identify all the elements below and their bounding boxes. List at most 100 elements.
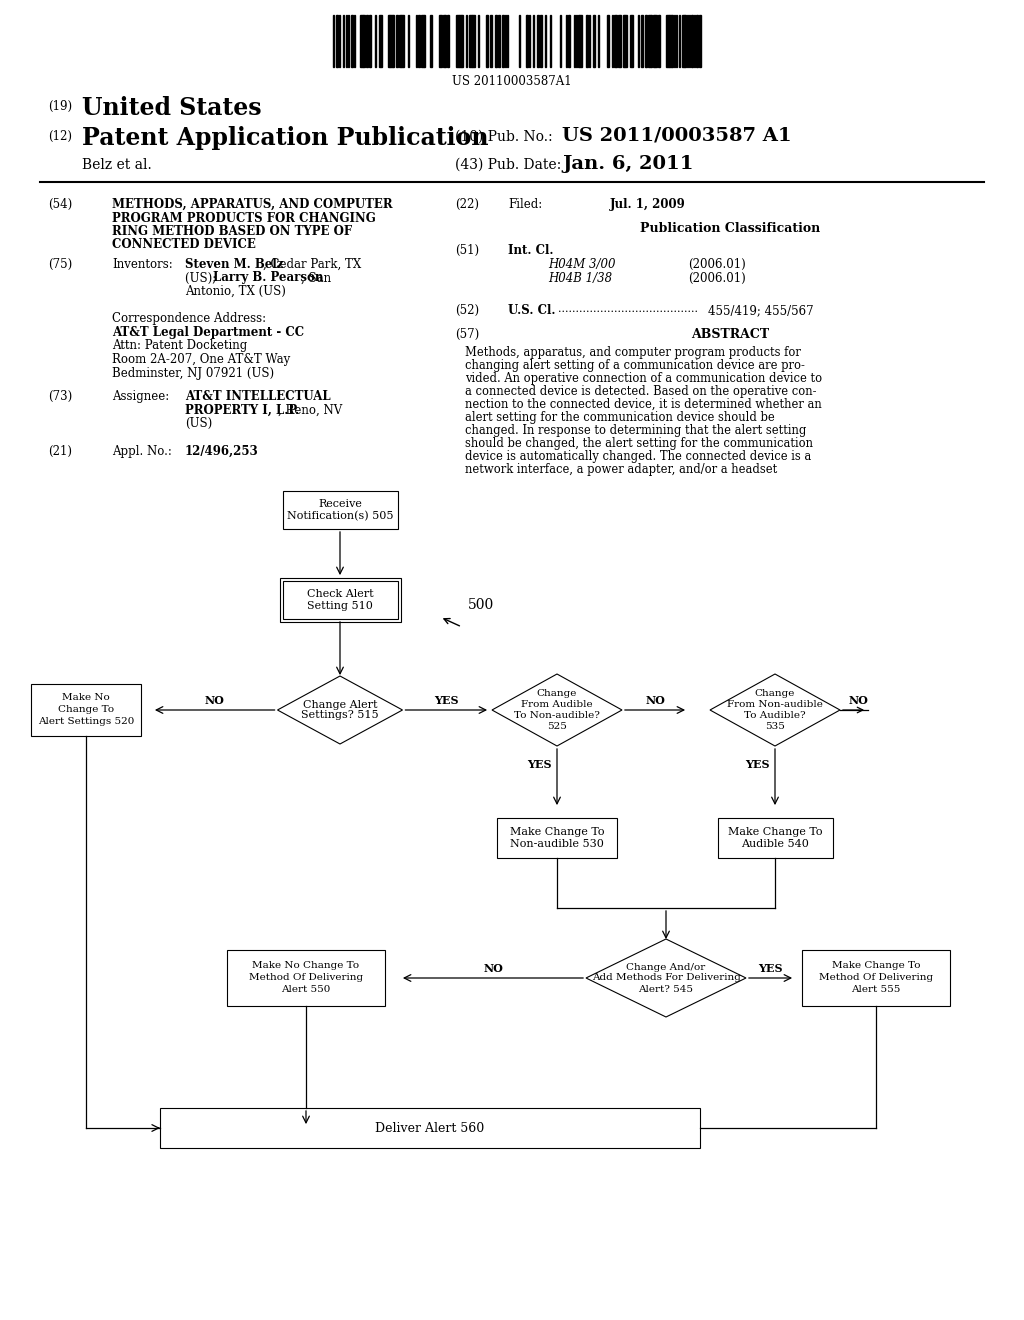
Polygon shape: [586, 939, 746, 1016]
Text: PROPERTY I, L.P.: PROPERTY I, L.P.: [185, 404, 299, 417]
Text: Audible 540: Audible 540: [741, 840, 809, 849]
Text: Make No: Make No: [62, 693, 110, 702]
Text: Settings? 515: Settings? 515: [301, 710, 379, 721]
Bar: [682, 15, 684, 67]
Text: Make No Change To: Make No Change To: [253, 961, 359, 970]
Bar: [283, 581, 397, 619]
Text: Change Alert: Change Alert: [303, 700, 377, 710]
Bar: [607, 15, 609, 67]
Bar: [227, 950, 385, 1006]
Text: (19): (19): [48, 100, 72, 114]
Text: should be changed, the alert setting for the communication: should be changed, the alert setting for…: [465, 437, 813, 450]
Text: US 20110003587A1: US 20110003587A1: [453, 75, 571, 88]
Text: 535: 535: [765, 722, 785, 731]
Text: Change And/or: Change And/or: [627, 962, 706, 972]
Text: device is automatically changed. The connected device is a: device is automatically changed. The con…: [465, 450, 811, 463]
Text: AT&T INTELLECTUAL: AT&T INTELLECTUAL: [185, 389, 331, 403]
Bar: [614, 15, 616, 67]
Text: Alert Settings 520: Alert Settings 520: [38, 718, 134, 726]
Bar: [472, 15, 475, 67]
Text: H04B 1/38: H04B 1/38: [548, 272, 612, 285]
Text: (21): (21): [48, 445, 72, 458]
Text: Make Change To: Make Change To: [510, 828, 604, 837]
Bar: [390, 15, 393, 67]
Bar: [586, 15, 588, 67]
Text: Appl. No.:: Appl. No.:: [112, 445, 172, 458]
Text: (52): (52): [455, 304, 479, 317]
Bar: [469, 15, 472, 67]
Text: Correspondence Address:: Correspondence Address:: [112, 312, 266, 325]
Text: Patent Application Publication: Patent Application Publication: [82, 125, 488, 150]
Bar: [699, 15, 701, 67]
Bar: [418, 15, 420, 67]
Bar: [498, 15, 500, 67]
Text: (US): (US): [185, 417, 212, 430]
Text: From Non-audible: From Non-audible: [727, 700, 823, 709]
Bar: [456, 15, 459, 67]
Text: Steven M. Belz: Steven M. Belz: [185, 257, 284, 271]
Text: Alert? 545: Alert? 545: [639, 985, 693, 994]
Text: Antonio, TX (US): Antonio, TX (US): [185, 285, 286, 298]
Text: US 2011/0003587 A1: US 2011/0003587 A1: [562, 125, 792, 144]
Text: Belz et al.: Belz et al.: [82, 158, 152, 172]
Text: Filed:: Filed:: [508, 198, 543, 211]
Bar: [283, 491, 397, 529]
Text: Receive: Receive: [318, 499, 361, 510]
Text: Setting 510: Setting 510: [307, 601, 373, 611]
Text: To Audible?: To Audible?: [744, 711, 806, 719]
Text: Jul. 1, 2009: Jul. 1, 2009: [610, 198, 686, 211]
Bar: [430, 15, 432, 67]
Bar: [497, 818, 617, 858]
Text: (43) Pub. Date:: (43) Pub. Date:: [455, 158, 561, 172]
Text: U.S. Cl.: U.S. Cl.: [508, 304, 555, 317]
Text: NO: NO: [848, 694, 868, 705]
Bar: [802, 950, 950, 1006]
Bar: [618, 15, 620, 67]
Text: Methods, apparatus, and computer program products for: Methods, apparatus, and computer program…: [465, 346, 801, 359]
Text: Change To: Change To: [58, 705, 114, 714]
Text: (2006.01): (2006.01): [688, 272, 745, 285]
Text: changed. In response to determining that the alert setting: changed. In response to determining that…: [465, 424, 806, 437]
Text: Alert 555: Alert 555: [851, 986, 901, 994]
Text: 455/419; 455/567: 455/419; 455/567: [708, 304, 814, 317]
Text: (US);: (US);: [185, 272, 220, 285]
Text: YES: YES: [758, 962, 782, 974]
Text: (12): (12): [48, 129, 72, 143]
Text: CONNECTED DEVICE: CONNECTED DEVICE: [112, 239, 256, 252]
Text: Attn: Patent Docketing: Attn: Patent Docketing: [112, 339, 247, 352]
Bar: [459, 15, 461, 67]
Text: YES: YES: [434, 694, 459, 705]
Text: Inventors:: Inventors:: [112, 257, 173, 271]
Polygon shape: [710, 675, 840, 746]
Bar: [421, 15, 424, 67]
Bar: [160, 1107, 700, 1148]
Text: ........................................: ........................................: [558, 304, 698, 314]
Bar: [396, 15, 398, 67]
Bar: [718, 818, 833, 858]
Bar: [648, 15, 651, 67]
Polygon shape: [278, 676, 402, 744]
Text: YES: YES: [744, 759, 769, 770]
Text: 12/496,253: 12/496,253: [185, 445, 259, 458]
Bar: [399, 15, 401, 67]
Text: AT&T Legal Department - CC: AT&T Legal Department - CC: [112, 326, 304, 339]
Text: NO: NO: [483, 962, 503, 974]
Bar: [366, 15, 368, 67]
Bar: [625, 15, 627, 67]
Text: Change: Change: [755, 689, 796, 698]
Text: Bedminster, NJ 07921 (US): Bedminster, NJ 07921 (US): [112, 367, 274, 380]
Text: network interface, a power adapter, and/or a headset: network interface, a power adapter, and/…: [465, 463, 777, 477]
Text: NO: NO: [205, 694, 224, 705]
Bar: [537, 15, 539, 67]
Text: Jan. 6, 2011: Jan. 6, 2011: [562, 154, 693, 173]
Text: , Reno, NV: , Reno, NV: [278, 404, 342, 417]
Bar: [362, 15, 365, 67]
Bar: [439, 15, 442, 67]
Text: nection to the connected device, it is determined whether an: nection to the connected device, it is d…: [465, 399, 821, 411]
Bar: [401, 15, 404, 67]
Text: Add Methods For Delivering: Add Methods For Delivering: [592, 974, 740, 982]
Text: (10) Pub. No.:: (10) Pub. No.:: [455, 129, 553, 144]
Text: (2006.01): (2006.01): [688, 257, 745, 271]
Bar: [579, 15, 582, 67]
Text: RING METHOD BASED ON TYPE OF: RING METHOD BASED ON TYPE OF: [112, 224, 352, 238]
